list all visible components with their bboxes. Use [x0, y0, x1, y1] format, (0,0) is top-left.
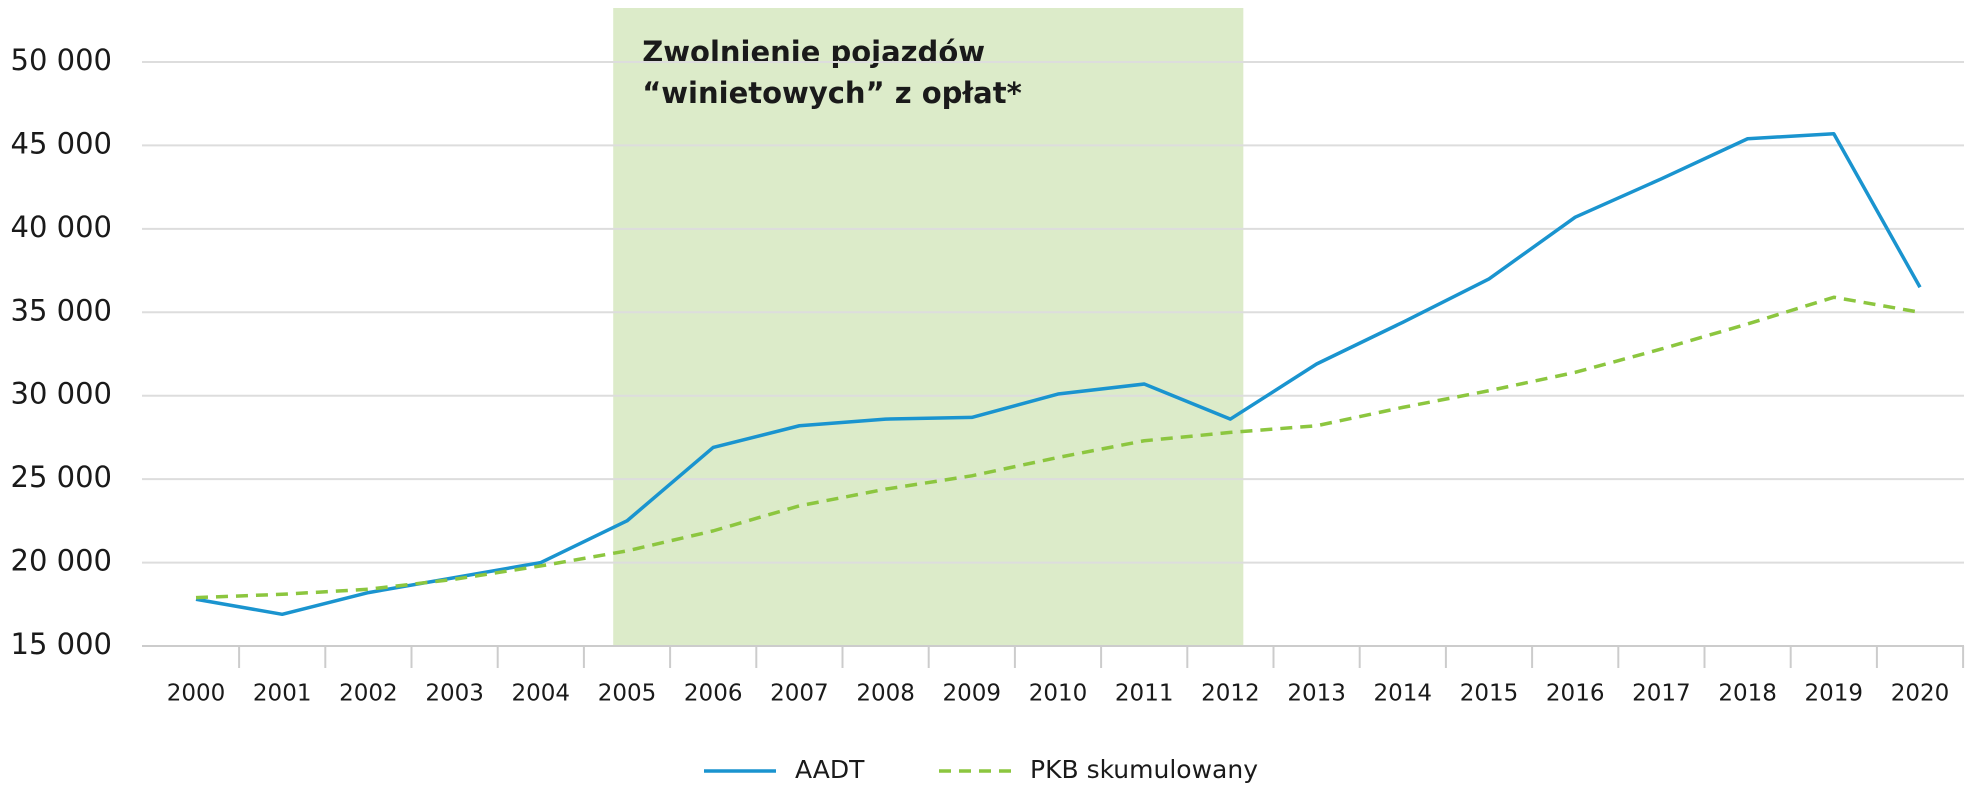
y-tick-label: 35 000: [11, 293, 112, 327]
x-tick-label: 2005: [598, 681, 657, 707]
y-tick-label: 15 000: [11, 627, 112, 661]
x-tick-label: 2008: [856, 681, 915, 707]
series-line: [195, 295, 1921, 600]
x-tick-label: 2000: [167, 681, 226, 707]
x-tick-label: 2012: [1201, 681, 1260, 707]
x-tick-label: 2003: [425, 681, 484, 707]
y-tick-label: 50 000: [11, 43, 112, 77]
legend-label: PKB skumulowany: [1030, 755, 1258, 784]
x-tick-label: 2011: [1115, 681, 1174, 707]
x-tick-label: 2004: [512, 681, 571, 707]
y-tick-label: 40 000: [11, 210, 112, 244]
x-tick-label: 2014: [1374, 681, 1433, 707]
series-line: [195, 131, 1922, 617]
x-tick-label: 2019: [1805, 681, 1864, 707]
x-tick-label: 2020: [1891, 681, 1950, 707]
x-tick-label: 2009: [943, 681, 1002, 707]
annotation: Zwolnienie pojazdów: [642, 35, 985, 69]
highlight-region: [613, 8, 1244, 646]
x-tick-label: 2010: [1029, 681, 1088, 707]
x-tick-label: 2007: [770, 681, 829, 707]
x-tick-label: 2001: [253, 681, 312, 707]
y-tick-label: 45 000: [11, 126, 112, 160]
x-tick-label: 2006: [684, 681, 743, 707]
x-tick-label: 2017: [1632, 681, 1691, 707]
annotation: “winietowych” z opłat*: [642, 76, 1022, 110]
y-tick-label: 25 000: [11, 460, 112, 494]
y-tick-label: 20 000: [11, 544, 112, 578]
x-tick-label: 2015: [1460, 681, 1519, 707]
legend-label: AADT: [795, 755, 865, 784]
x-tick-label: 2013: [1287, 681, 1346, 707]
x-tick-label: 2016: [1546, 681, 1605, 707]
x-tick-label: 2018: [1718, 681, 1777, 707]
x-tick-label: 2002: [339, 681, 398, 707]
y-tick-label: 30 000: [11, 377, 112, 411]
